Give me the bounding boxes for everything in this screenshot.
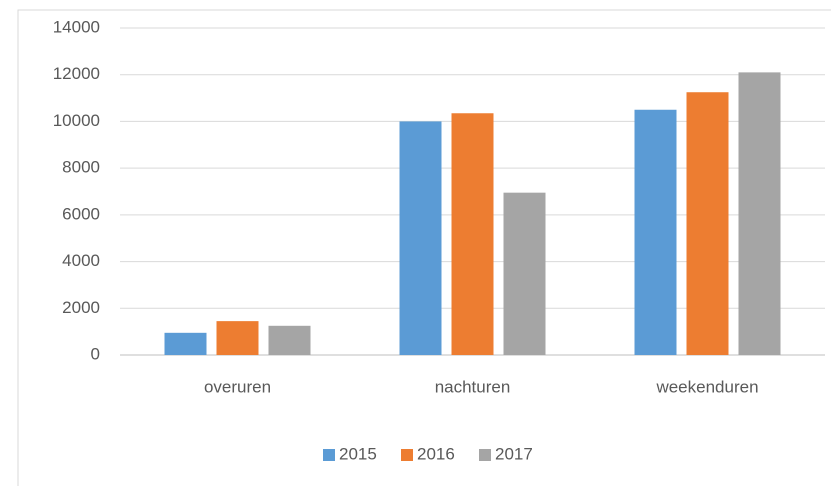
bar — [164, 332, 207, 355]
legend-label: 2015 — [339, 444, 377, 463]
legend-swatch — [479, 449, 491, 461]
y-tick-label: 8000 — [62, 158, 100, 177]
x-tick-label: weekenduren — [655, 377, 758, 396]
bar — [399, 121, 442, 355]
legend-label: 2017 — [495, 444, 533, 463]
bar — [634, 109, 677, 355]
x-tick-label: nachturen — [435, 377, 511, 396]
bar — [451, 113, 494, 355]
legend-label: 2016 — [417, 444, 455, 463]
bar — [738, 72, 781, 355]
chart-frame — [17, 9, 831, 486]
legend-swatch — [323, 449, 335, 461]
bar — [503, 192, 546, 355]
legend-swatch — [401, 449, 413, 461]
y-tick-label: 4000 — [62, 251, 100, 270]
y-tick-label: 10000 — [53, 111, 100, 130]
bar — [268, 325, 311, 355]
y-tick-label: 6000 — [62, 204, 100, 223]
y-tick-label: 2000 — [62, 298, 100, 317]
y-tick-label: 12000 — [53, 64, 100, 83]
x-tick-label: overuren — [204, 377, 271, 396]
bar — [216, 321, 259, 355]
bar — [686, 92, 729, 355]
y-tick-label: 14000 — [53, 17, 100, 36]
y-tick-label: 0 — [91, 344, 100, 363]
